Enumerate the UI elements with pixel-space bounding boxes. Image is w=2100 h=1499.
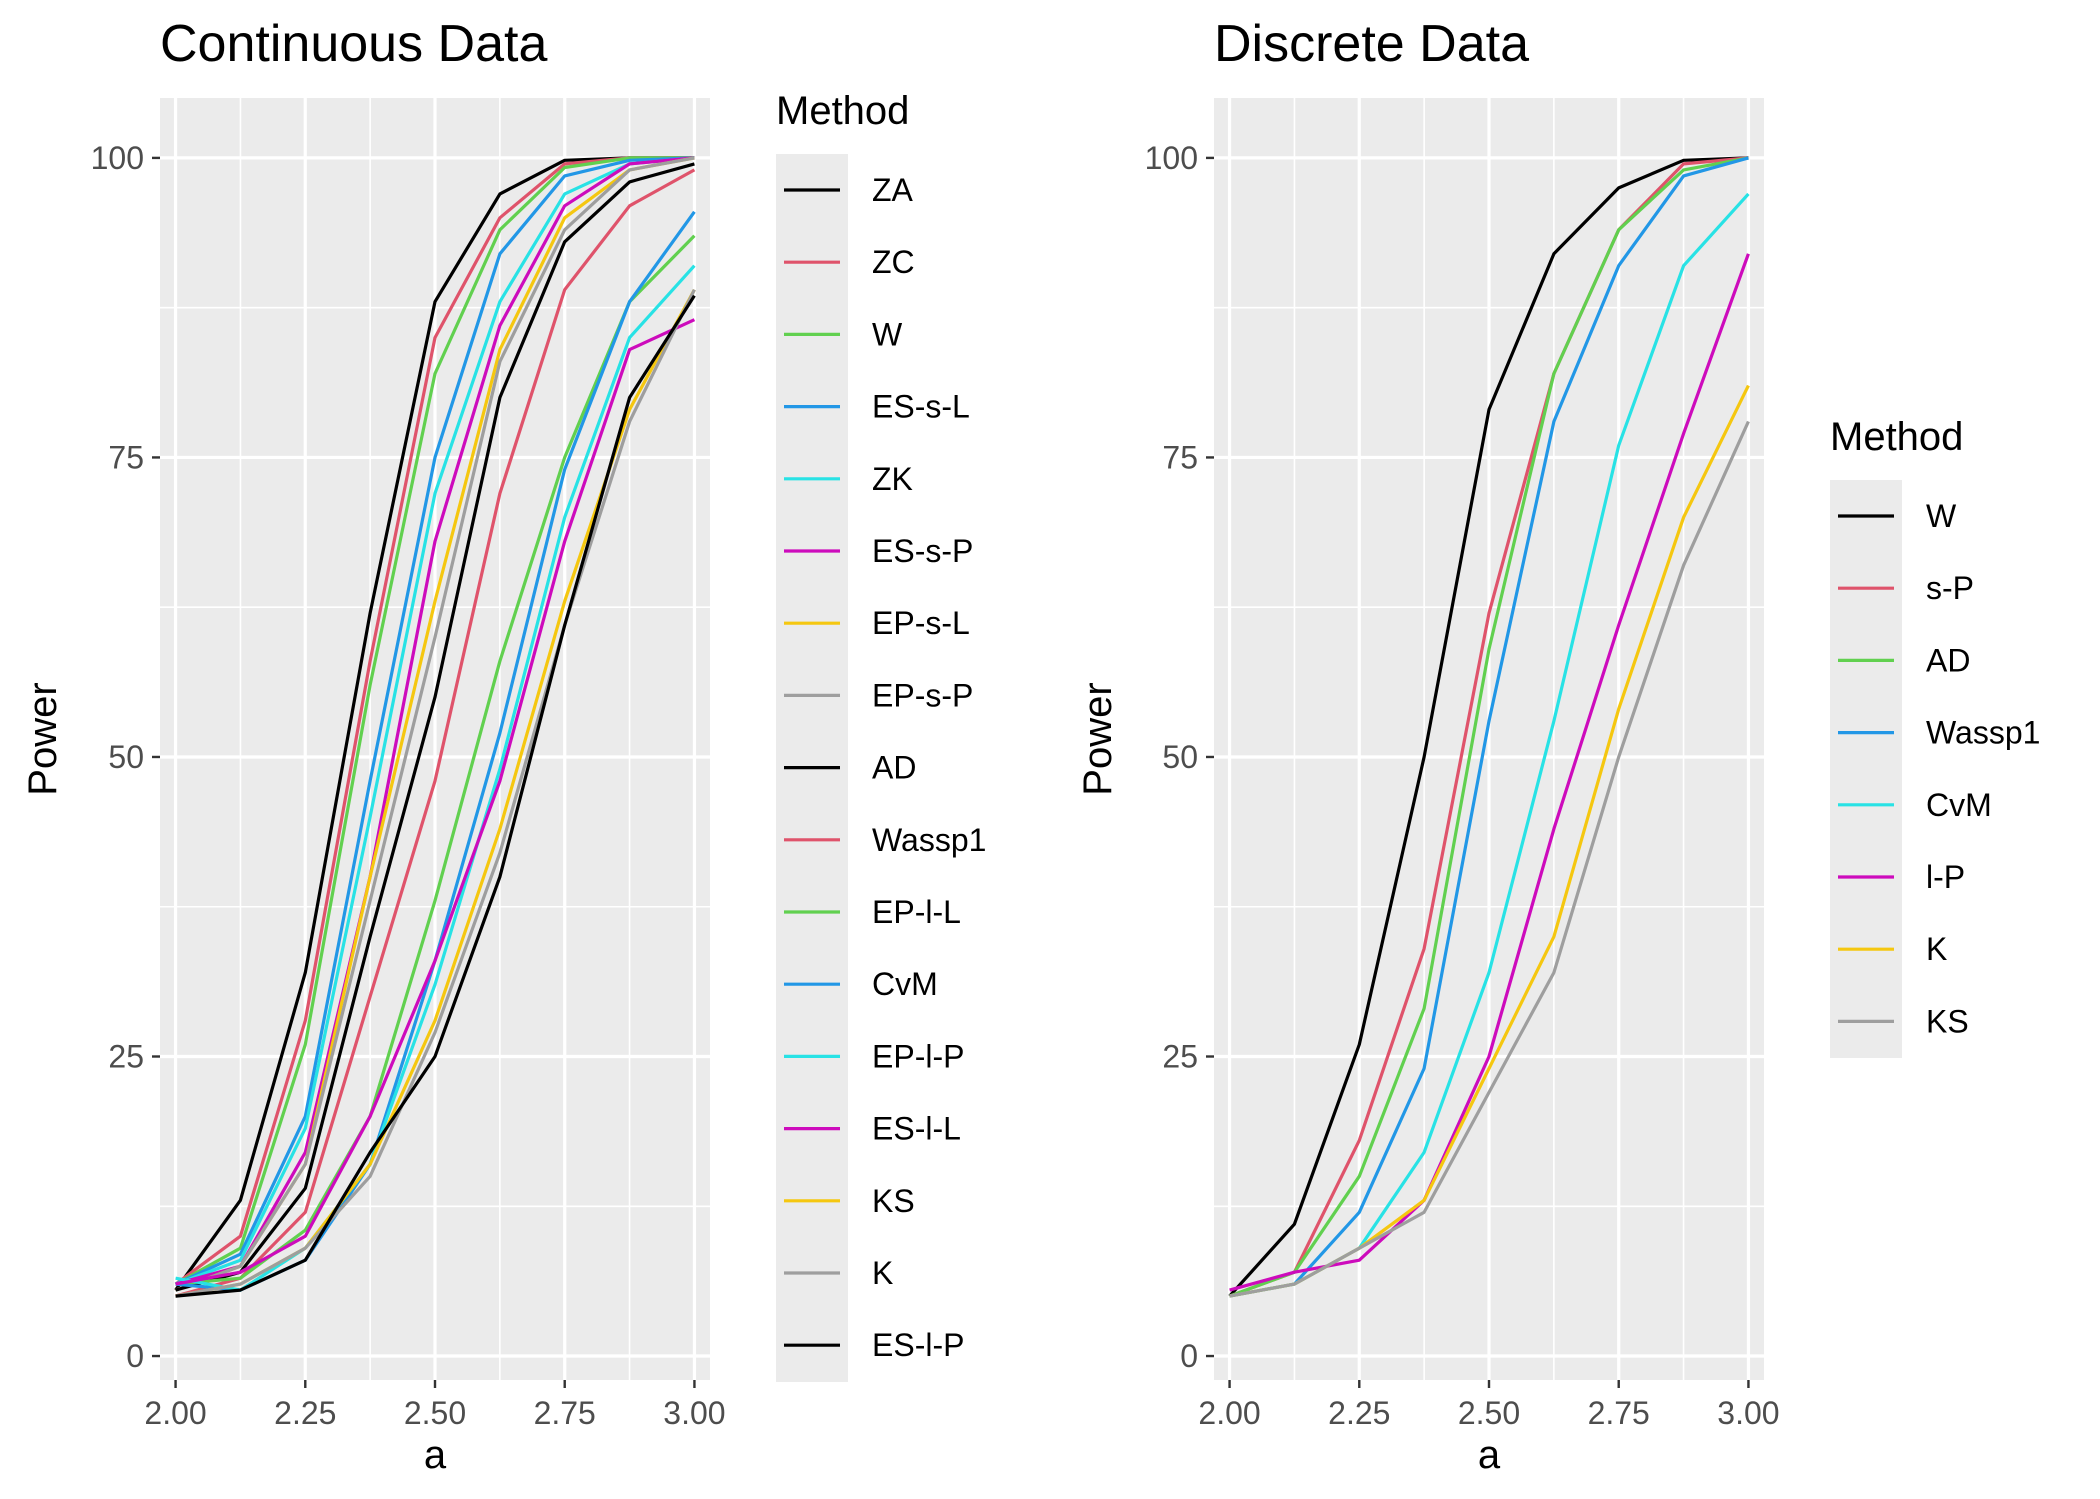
series-line-s-p [1229,156,1749,1298]
y-axis-title: Power [1076,682,1120,795]
y-tick-label: 75 [108,439,144,475]
y-axis-title: Power [21,682,65,795]
y-tick-label: 25 [108,1039,144,1075]
legend-label-l-p: l-P [1926,859,1965,895]
series-line-l-p [1229,253,1750,1292]
legend-label-ad: AD [1926,642,1970,678]
x-axis-title: a [424,1433,447,1477]
legend-label-cvm: CvM [872,966,938,1002]
x-tick-label: 2.50 [404,1395,466,1431]
legend-title: Method [776,89,909,133]
legend-label-es-l-l: ES-l-L [872,1111,961,1147]
series-line-zk [175,156,695,1286]
legend-label-w: W [872,316,903,352]
series-line-ks [1229,420,1750,1298]
chart-title: Discrete Data [1214,15,1529,73]
continuous-data-chart: Continuous Data 0 25 50 75 100 2.00 2.25 2.50 2… [21,15,986,1477]
legend-label-wassp1: Wassp1 [872,822,986,858]
legend-label-ks: KS [872,1183,915,1219]
legend-title: Method [1830,415,1963,459]
legend: Method Ws-P AD Wassp1 CvM l-P K KS [1830,415,2040,1058]
x-tick-label: 2.75 [534,1395,596,1431]
x-axis-title: a [1478,1433,1501,1477]
legend-key-background [1830,480,1902,1058]
y-tick-label: 0 [1180,1338,1198,1374]
y-tick-label: 0 [126,1338,144,1374]
x-tick-label: 2.50 [1458,1395,1520,1431]
x-tick-label: 2.00 [1198,1395,1260,1431]
y-tick-label: 75 [1162,439,1198,475]
series-line-k [175,288,696,1298]
legend-label-w: W [1926,498,1957,534]
y-tick-label: 50 [1162,739,1198,775]
legend-label-zk: ZK [872,461,913,497]
series-line-es-l-p [175,294,696,1298]
legend-label-cvm: CvM [1926,787,1992,823]
series-line-ad [1229,156,1749,1298]
legend-label-k: K [872,1255,893,1291]
legend-label-es-s-p: ES-s-P [872,533,973,569]
legend-label-ep-l-p: EP-l-P [872,1038,964,1074]
legend-label-ep-s-p: EP-s-P [872,677,973,713]
y-tick-label: 100 [91,140,144,176]
y-tick-label: 25 [1162,1039,1198,1075]
series-line-ep-l-p [175,264,696,1292]
legend-label-es-s-l: ES-s-L [872,389,970,425]
series-line-es-s-p [175,156,695,1286]
legend-label-ks: KS [1926,1003,1969,1039]
series-line-es-l-l [175,318,696,1286]
x-tick-label: 2.25 [1328,1395,1390,1431]
series-line-wassp1 [175,168,696,1298]
series-line-w [174,156,695,1286]
legend: Method ZA ZC W ES-s-L ZK ES-s-P EP-s-L EP-s-P AD… [776,89,986,1382]
x-tick-label: 2.75 [1588,1395,1650,1431]
chart-title: Continuous Data [160,15,547,73]
x-tick-label: 3.00 [663,1395,725,1431]
legend-label-ep-l-l: EP-l-L [872,894,961,930]
legend-label-zc: ZC [872,244,915,280]
y-tick-label: 100 [1145,140,1198,176]
series-line-wassp1 [1229,156,1749,1298]
series-line-ad [175,162,695,1292]
series-line-ep-s-p [175,156,695,1292]
series-line-es-s-l [174,156,695,1286]
x-tick-label: 2.00 [144,1395,206,1431]
legend-label-s-p: s-P [1926,570,1974,606]
legend-label-ep-s-l: EP-s-L [872,605,970,641]
legend-label-za: ZA [872,172,914,208]
legend-label-k: K [1926,931,1947,967]
x-tick-label: 3.00 [1717,1395,1779,1431]
x-tick-label: 2.25 [274,1395,336,1431]
legend-label-ad: AD [872,750,916,786]
y-tick-label: 50 [108,739,144,775]
series-line-w [1228,156,1749,1298]
legend-label-es-l-p: ES-l-P [872,1327,964,1363]
legend-label-wassp1: Wassp1 [1926,715,2040,751]
discrete-data-chart: Discrete Data 0 25 50 75 100 2.00 2.25 2.50 2.7… [1076,15,2040,1477]
